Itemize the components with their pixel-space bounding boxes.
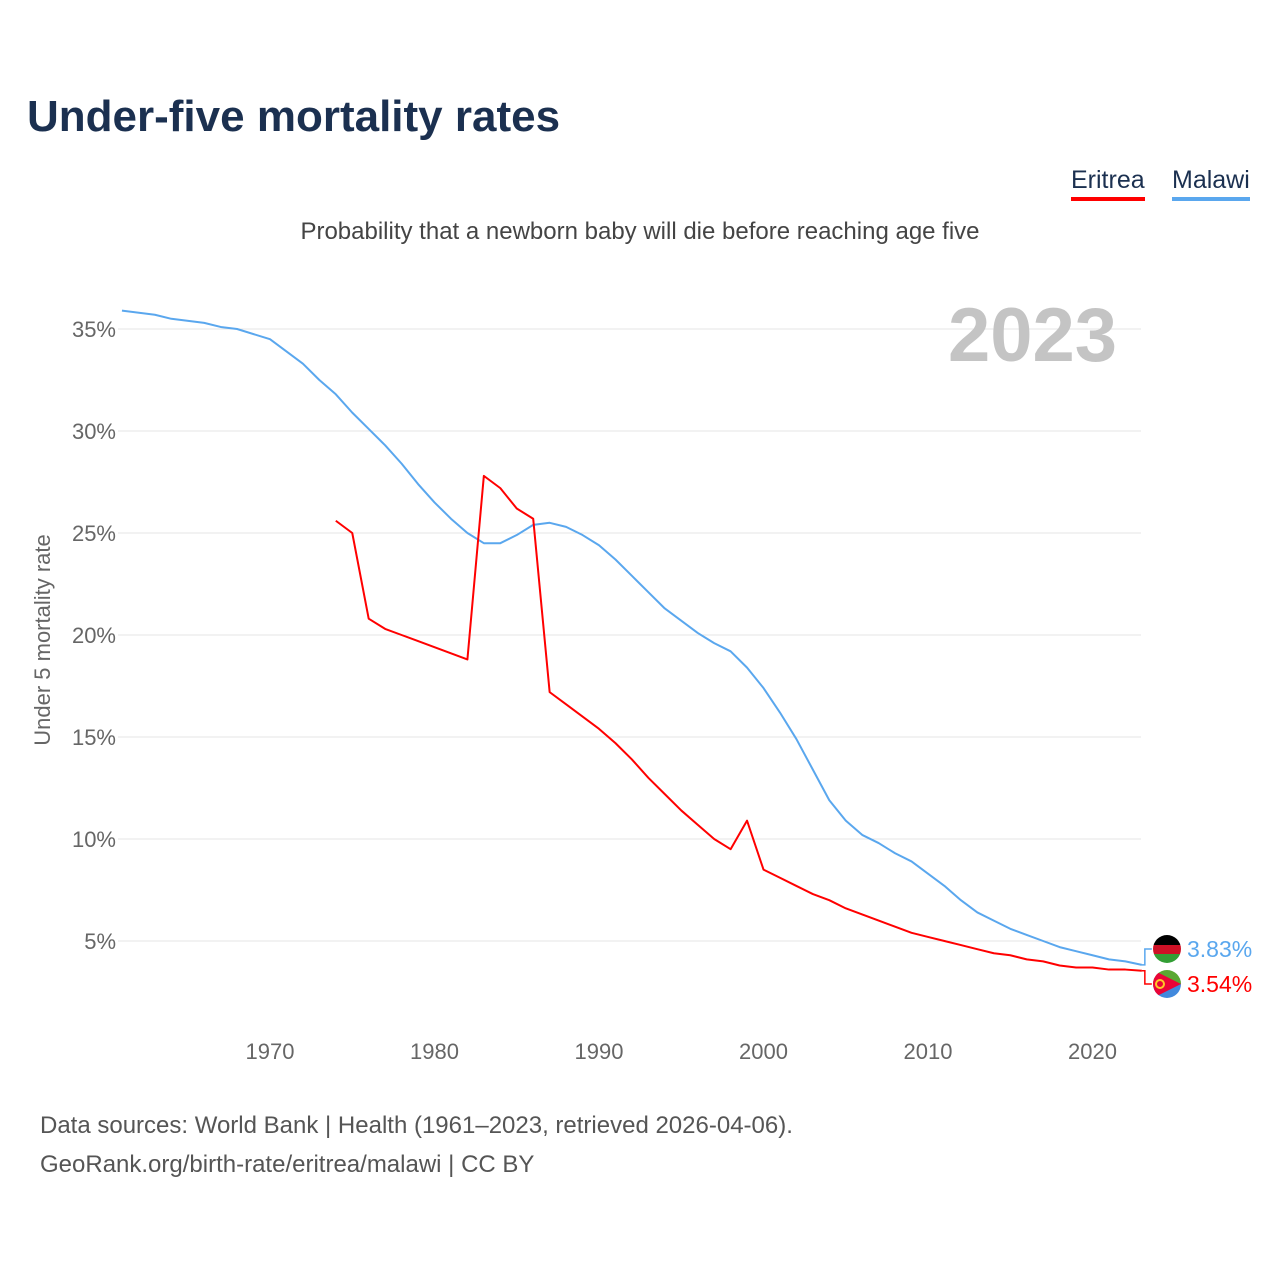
y-tick-label: 20% bbox=[72, 623, 116, 648]
page-title: Under-five mortality rates bbox=[27, 92, 561, 141]
current-year-label: 2023 bbox=[948, 293, 1118, 378]
source-link[interactable]: GeoRank.org/birth-rate/eritrea/malawi | … bbox=[40, 1151, 535, 1178]
flag-malawi-icon bbox=[1153, 935, 1181, 963]
x-tick-label: 2010 bbox=[904, 1039, 953, 1064]
x-tick-label: 2000 bbox=[739, 1039, 788, 1064]
source-line: Data sources: World Bank | Health (1961–… bbox=[40, 1112, 793, 1139]
end-connector bbox=[1141, 948, 1152, 966]
y-tick-label: 30% bbox=[72, 419, 116, 444]
end-value-label: 3.83% bbox=[1187, 936, 1252, 962]
x-tick-label: 1970 bbox=[246, 1039, 295, 1064]
y-tick-label: 35% bbox=[72, 317, 116, 342]
end-connector bbox=[1141, 970, 1152, 985]
x-tick-label: 2020 bbox=[1068, 1039, 1117, 1064]
series-line-eritrea bbox=[335, 474, 1142, 972]
chart-subtitle: Probability that a newborn baby will die… bbox=[300, 218, 980, 245]
y-tick-label: 5% bbox=[84, 929, 116, 954]
x-tick-label: 1990 bbox=[575, 1039, 624, 1064]
x-tick-label: 1980 bbox=[410, 1039, 459, 1064]
y-axis-label: Under 5 mortality rate bbox=[30, 534, 55, 746]
end-value-label: 3.54% bbox=[1187, 971, 1252, 997]
source-note: Data sources: World Bank | Health (1961–… bbox=[40, 1106, 793, 1184]
legend-malawi[interactable]: Malawi bbox=[1172, 166, 1250, 201]
y-tick-label: 10% bbox=[72, 827, 116, 852]
flag-eritrea-icon bbox=[1153, 970, 1181, 998]
legend-eritrea[interactable]: Eritrea bbox=[1071, 166, 1145, 201]
y-tick-label: 15% bbox=[72, 725, 116, 750]
series-line-malawi bbox=[121, 309, 1143, 966]
y-tick-label: 25% bbox=[72, 521, 116, 546]
